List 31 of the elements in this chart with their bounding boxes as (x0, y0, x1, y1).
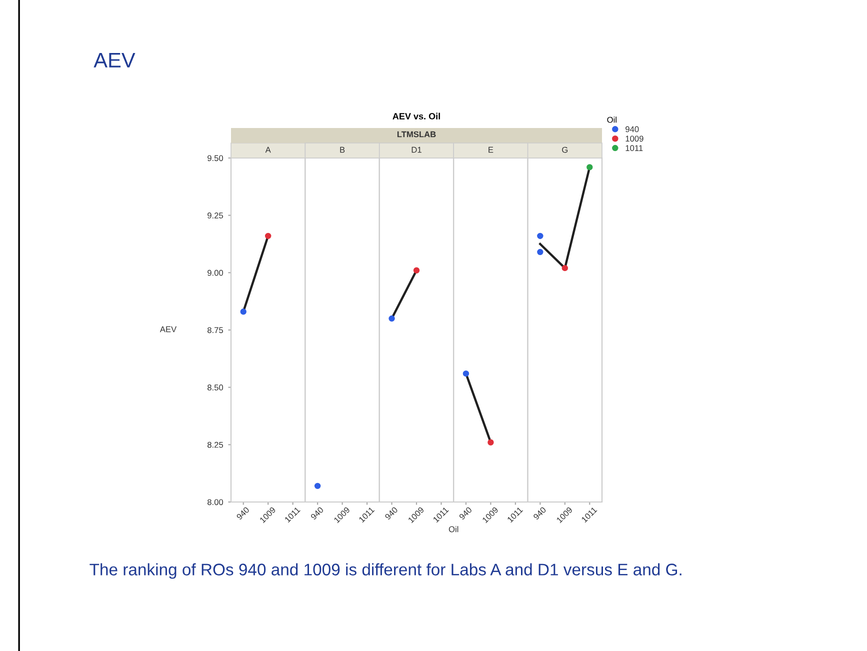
point (586, 164, 593, 170)
y-axis-title: AEV (160, 326, 177, 332)
chart-title: B (340, 146, 345, 153)
y-tick-label: 8.75 (208, 327, 224, 334)
text: The ranking of ROs 940 and 1009 is different for Labs A and D1 versus E and G. (90, 563, 682, 579)
chart-title: A (265, 146, 271, 153)
legend-title: Oil (607, 116, 616, 123)
text: AEV (94, 53, 136, 68)
text: LTMSLAB (397, 131, 436, 138)
point (562, 264, 568, 272)
x-tick-label: 940 (236, 506, 250, 520)
y-tick-label: 8.00 (208, 499, 224, 506)
chart-title: E (488, 146, 494, 153)
x-tick-label: 940 (532, 506, 546, 520)
point (537, 232, 544, 240)
y-tick-label: 9.00 (208, 270, 224, 276)
legend-label: 1011 (626, 145, 643, 152)
y-tick-label: 9.25 (208, 212, 224, 218)
legend-label: 1009 (626, 136, 644, 142)
y-tick-label: 8.50 (208, 384, 224, 390)
x-tick-label: 940 (310, 506, 324, 520)
chart-title: D1 (412, 146, 422, 153)
chart-title: G (562, 146, 568, 153)
legend-label: 940 (626, 126, 639, 132)
x-tick-label: 940 (458, 506, 472, 520)
text: AEV vs. Oil (392, 112, 440, 120)
point (537, 248, 544, 256)
x-axis-title: Oil (448, 526, 458, 532)
y-tick-label: 8.25 (208, 442, 224, 448)
x-tick-label: 940 (384, 506, 398, 520)
y-tick-label: 9.50 (208, 155, 224, 162)
